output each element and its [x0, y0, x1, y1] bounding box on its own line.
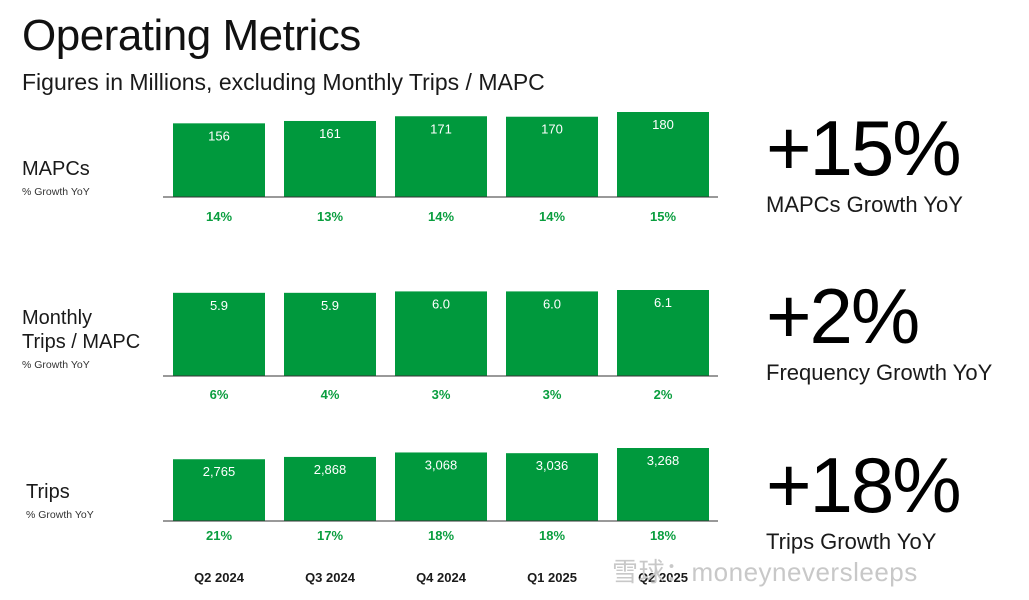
bar-value-label: 170 — [541, 122, 563, 137]
metric-row: 2,765 21% 2,868 17% 3,068 18% 3,036 18% 3,268 18% — [163, 448, 718, 543]
x-tick-label: Q2 2025 — [638, 570, 688, 585]
bar-value-label: 161 — [319, 126, 341, 141]
growth-label: 18% — [539, 528, 565, 543]
bar-value-label: 3,268 — [647, 453, 680, 468]
summary-label: Frequency Growth YoY — [766, 360, 993, 385]
row-label-text: Trips / MAPC — [22, 331, 141, 353]
bar — [395, 116, 487, 197]
bar — [173, 123, 265, 197]
bar-value-label: 156 — [208, 128, 230, 143]
bar — [284, 292, 376, 376]
summary-mapcs: +15% MAPCs Growth YoY — [766, 108, 963, 218]
bar-value-label: 3,036 — [536, 458, 569, 473]
bar-value-label: 6.0 — [432, 296, 450, 311]
growth-label: 18% — [428, 528, 454, 543]
row-label-trips: Trips % Growth YoY — [26, 480, 94, 522]
x-tick-label: Q2 2024 — [194, 570, 245, 585]
bar — [395, 452, 487, 521]
bar-value-label: 2,868 — [314, 462, 347, 477]
x-tick-label: Q3 2024 — [305, 570, 356, 585]
metric-row: 5.9 6% 5.9 4% 6.0 3% 6.0 3% 6.1 2% — [163, 290, 718, 402]
bar-value-label: 6.1 — [654, 295, 672, 310]
summary-label: Trips Growth YoY — [766, 529, 937, 554]
metric-row: 156 14% 161 13% 171 14% 170 14% 180 15% — [163, 112, 718, 224]
bar — [395, 291, 487, 376]
bar — [506, 291, 598, 376]
bar — [284, 120, 376, 197]
bar — [173, 459, 265, 521]
summary-label: MAPCs Growth YoY — [766, 192, 963, 217]
bar-value-label: 180 — [652, 117, 674, 132]
row-label-text: Trips — [26, 481, 70, 503]
bar — [506, 453, 598, 521]
row-label-mapcs: MAPCs % Growth YoY — [22, 157, 90, 199]
growth-label: 14% — [206, 209, 232, 224]
bar — [617, 448, 709, 521]
growth-label: 17% — [317, 528, 343, 543]
growth-label: 15% — [650, 209, 676, 224]
summary-frequency: +2% Frequency Growth YoY — [766, 276, 992, 386]
growth-label: 3% — [543, 387, 562, 402]
row-label-trips-per-mapc: Monthly Trips / MAPC % Growth YoY — [22, 306, 140, 372]
summary-value: +18% — [766, 441, 962, 529]
watermark: 雪球：moneyneversleeps — [612, 557, 918, 587]
page-subtitle: Figures in Millions, excluding Monthly T… — [22, 69, 545, 95]
bar — [617, 290, 709, 376]
summary-trips: +18% Trips Growth YoY — [766, 441, 962, 555]
growth-label: 18% — [650, 528, 676, 543]
growth-label: 3% — [432, 387, 451, 402]
row-sublabel: % Growth YoY — [22, 186, 90, 198]
growth-label: 4% — [321, 387, 340, 402]
bar-value-label: 5.9 — [321, 298, 339, 313]
summary-value: +15% — [766, 104, 962, 192]
bar — [173, 292, 265, 376]
growth-label: 13% — [317, 209, 343, 224]
growth-label: 2% — [654, 387, 673, 402]
x-tick-label: Q1 2025 — [527, 570, 577, 585]
bar-value-label: 171 — [430, 121, 452, 136]
growth-label: 14% — [539, 209, 565, 224]
bar — [506, 116, 598, 197]
growth-label: 6% — [210, 387, 229, 402]
summary-value: +2% — [766, 272, 920, 360]
bar-value-label: 3,068 — [425, 457, 458, 472]
bar — [284, 456, 376, 521]
growth-label: 21% — [206, 528, 232, 543]
bar-value-label: 2,765 — [203, 464, 236, 479]
bar-value-label: 5.9 — [210, 298, 228, 313]
x-tick-label: Q4 2024 — [416, 570, 467, 585]
row-sublabel: % Growth YoY — [22, 359, 90, 371]
bar-value-label: 6.0 — [543, 296, 561, 311]
row-label-text: MAPCs — [22, 158, 90, 180]
page-title: Operating Metrics — [22, 11, 361, 60]
bar — [617, 112, 709, 197]
row-sublabel: % Growth YoY — [26, 509, 94, 521]
growth-label: 14% — [428, 209, 454, 224]
row-label-text: Monthly — [22, 307, 93, 329]
